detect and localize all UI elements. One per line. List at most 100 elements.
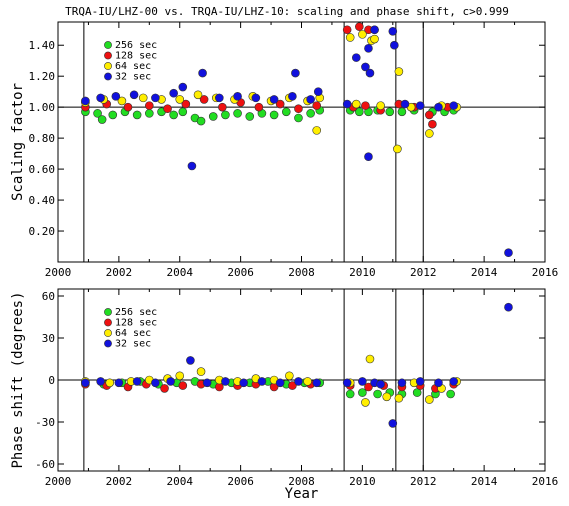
point-32-sec-3 bbox=[132, 377, 142, 386]
point-64-sec-24 bbox=[425, 129, 434, 138]
point-32-sec-9 bbox=[215, 93, 224, 103]
point-32-sec-6 bbox=[186, 356, 195, 365]
point-32-sec-8 bbox=[198, 68, 207, 78]
x-tick-label-2000: 2000 bbox=[45, 266, 72, 279]
point-32-sec-11 bbox=[275, 378, 285, 388]
point-32-sec-10 bbox=[257, 377, 267, 386]
point-256-sec-16 bbox=[373, 389, 382, 399]
point-256-sec-2 bbox=[97, 115, 107, 124]
point-64-sec-15 bbox=[345, 33, 355, 42]
x-tick-label-2006: 2006 bbox=[227, 266, 254, 279]
point-32-sec-15 bbox=[306, 95, 315, 104]
point-256-sec-12 bbox=[208, 112, 218, 121]
point-32-sec-29 bbox=[449, 101, 458, 110]
y-tick-label-1: 0.40 bbox=[29, 194, 56, 207]
point-64-sec-19 bbox=[351, 99, 361, 109]
point-64-sec-14 bbox=[361, 398, 370, 407]
point-32-sec-4 bbox=[151, 378, 160, 388]
point-32-sec-2 bbox=[111, 92, 121, 101]
point-64-sec-21 bbox=[394, 67, 404, 76]
legend-marker-64-sec bbox=[104, 329, 112, 337]
point-64-sec-6 bbox=[196, 367, 206, 376]
point-32-sec-13 bbox=[288, 92, 297, 101]
x-tick-label-2016: 2016 bbox=[532, 475, 559, 488]
point-256-sec-1 bbox=[93, 109, 102, 118]
point-128-sec-2 bbox=[123, 102, 133, 112]
point-32-sec-17 bbox=[342, 99, 352, 109]
point-256-sec-9 bbox=[178, 107, 188, 117]
point-32-sec-23 bbox=[504, 302, 513, 312]
y-tick-label-1: -30 bbox=[35, 416, 55, 429]
point-32-sec-4 bbox=[151, 93, 160, 103]
point-32-sec-22 bbox=[370, 25, 379, 35]
point-128-sec-14 bbox=[364, 382, 373, 392]
series-32-sec bbox=[81, 25, 513, 258]
x-tick-label-2014: 2014 bbox=[471, 266, 498, 279]
point-128-sec-18 bbox=[361, 101, 370, 110]
legend-label-32-sec: 32 sec bbox=[115, 339, 151, 350]
point-32-sec-28 bbox=[434, 102, 443, 112]
point-256-sec-15 bbox=[358, 388, 367, 397]
y-tick-label-2: 0 bbox=[48, 374, 55, 387]
y-axis-label: Phase shift (degrees) bbox=[10, 291, 26, 468]
x-tick-label-2004: 2004 bbox=[167, 475, 194, 488]
x-tick-label-2004: 2004 bbox=[167, 266, 194, 279]
point-32-sec-26 bbox=[400, 99, 410, 109]
x-tick-label-2012: 2012 bbox=[410, 266, 437, 279]
point-32-sec-21 bbox=[434, 378, 443, 388]
point-128-sec-10 bbox=[275, 99, 285, 109]
x-tick-label-2010: 2010 bbox=[349, 266, 376, 279]
point-64-sec-17 bbox=[394, 393, 404, 403]
y-tick-label-2: 0.60 bbox=[29, 163, 56, 176]
legend-marker-256-sec bbox=[104, 308, 112, 316]
point-32-sec-22 bbox=[449, 377, 458, 386]
point-256-sec-13 bbox=[221, 110, 230, 120]
y-tick-label-4: 1.00 bbox=[29, 101, 56, 114]
point-256-sec-15 bbox=[245, 112, 255, 121]
point-32-sec-7 bbox=[202, 378, 212, 388]
legend-label-256-sec: 256 sec bbox=[115, 307, 157, 318]
legend-label-128-sec: 128 sec bbox=[115, 318, 157, 329]
point-32-sec-16 bbox=[313, 87, 323, 96]
point-32-sec-14 bbox=[342, 378, 352, 388]
legend-marker-128-sec bbox=[104, 51, 112, 60]
legend-label-256-sec: 256 sec bbox=[115, 40, 157, 51]
point-32-sec-20 bbox=[415, 377, 425, 386]
x-tick-label-2010: 2010 bbox=[349, 475, 376, 488]
point-256-sec-27 bbox=[397, 107, 407, 117]
point-32-sec-25 bbox=[390, 40, 399, 50]
point-64-sec-1 bbox=[105, 378, 115, 388]
phase-shift-panel: 2000 2002 2004 2006 2008 2010 2012 2014 2016 -60 -… bbox=[10, 288, 559, 502]
point-64-sec-22 bbox=[393, 144, 402, 154]
point-128-sec-22 bbox=[425, 110, 434, 120]
point-32-sec-18 bbox=[388, 419, 398, 428]
point-32-sec-1 bbox=[96, 377, 105, 386]
point-256-sec-5 bbox=[132, 110, 142, 120]
chart-title: TRQA-IU/LHZ-00 vs. TRQA-IU/LHZ-10: scali… bbox=[65, 5, 509, 18]
point-256-sec-6 bbox=[145, 109, 154, 118]
point-32-sec-14 bbox=[291, 68, 300, 78]
x-tick-label-2008: 2008 bbox=[288, 475, 315, 488]
y-tick-label-0: -60 bbox=[35, 458, 55, 471]
point-64-sec-5 bbox=[175, 371, 185, 381]
point-256-sec-14 bbox=[233, 109, 242, 118]
point-32-sec-11 bbox=[251, 93, 261, 103]
point-256-sec-11 bbox=[196, 116, 206, 126]
point-128-sec-7 bbox=[218, 102, 227, 112]
point-64-sec-5 bbox=[175, 95, 185, 104]
point-256-sec-17 bbox=[269, 110, 279, 120]
point-32-sec-24 bbox=[388, 26, 398, 36]
point-32-sec-23 bbox=[364, 152, 373, 162]
point-128-sec-5 bbox=[178, 381, 188, 390]
point-128-sec-23 bbox=[428, 119, 437, 129]
legend-marker-256-sec bbox=[104, 41, 112, 49]
point-64-sec-11 bbox=[285, 371, 294, 381]
legend-label-32-sec: 32 sec bbox=[115, 72, 151, 83]
x-tick-label-2012: 2012 bbox=[410, 475, 437, 488]
point-128-sec-12 bbox=[312, 101, 322, 110]
legend-marker-64-sec bbox=[104, 62, 112, 70]
point-256-sec-14 bbox=[345, 389, 355, 399]
point-32-sec-1 bbox=[96, 93, 105, 103]
